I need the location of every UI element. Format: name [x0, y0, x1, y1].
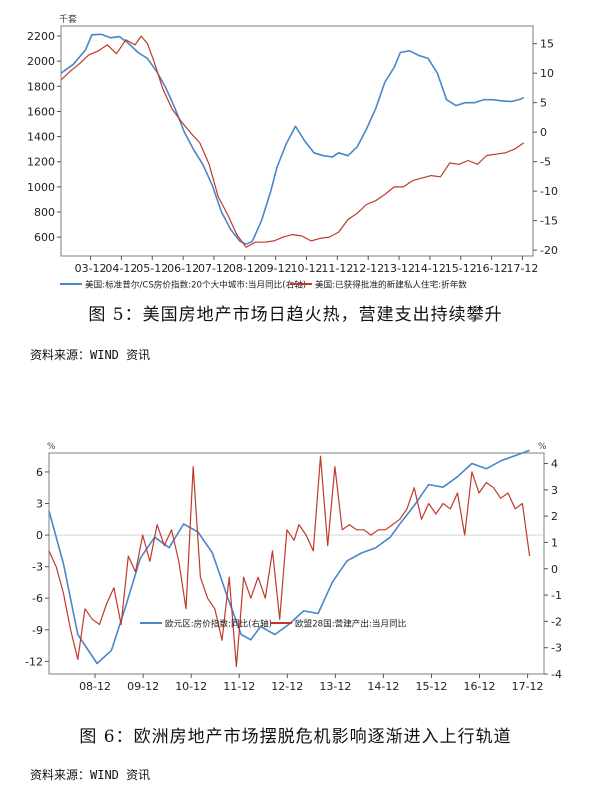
right-axis-tick-label: -15 — [540, 215, 558, 228]
right-axis-tick-label: -10 — [540, 185, 558, 198]
left-axis-tick-label: 1200 — [27, 156, 55, 169]
x-axis-tick-label: 10-12 — [291, 262, 323, 275]
right-axis-tick-label: 3 — [551, 484, 558, 497]
right-axis-tick-label: 0 — [551, 563, 558, 576]
right-axis-tick-label: 1 — [551, 536, 558, 549]
left-axis-tick-label: 1400 — [27, 131, 55, 144]
left-axis-tick-label: 2200 — [27, 30, 55, 43]
series-line-1 — [48, 449, 530, 665]
chart-us-housing: 600 800 1000 1200 1400 1600 1800 2000 2200 -20 -15… — [0, 0, 591, 300]
legend-label-2: 美国:已获得批准的新建私人住宅:折年数 — [315, 279, 467, 291]
x-axis-tick-label: 06-12 — [167, 262, 199, 275]
left-axis-tick-label: 1000 — [27, 181, 55, 194]
x-axis-tick-label: 15-12 — [445, 262, 477, 275]
right-axis-tick-label: -2 — [551, 615, 562, 628]
x-axis-tick-label: 13-12 — [319, 680, 351, 693]
x-axis-tick-label: 16-12 — [476, 262, 508, 275]
figure6-caption: 图 6：欧洲房地产市场摆脱危机影响逐渐进入上行轨道 — [79, 727, 512, 747]
x-axis-tick-label: 14-12 — [367, 680, 399, 693]
left-axis-tick-label: -9 — [32, 624, 43, 637]
series-line-2 — [48, 455, 531, 668]
legend-label-1: 欧元区:房价指数:同比(右轴) — [165, 618, 272, 630]
right-axis-tick-label: 15 — [540, 38, 554, 51]
figure5-caption: 图 5：美国房地产市场日趋火热，营建支出持续攀升 — [88, 305, 503, 325]
x-axis-tick-label: 07-12 — [198, 262, 230, 275]
x-axis-tick-label: 17-12 — [512, 680, 544, 693]
figure6-source: 资料来源：WIND 资讯 — [30, 768, 151, 782]
x-axis-tick-label: 12-12 — [352, 262, 384, 275]
x-axis-tick-label: 08-12 — [79, 680, 111, 693]
x-axis-tick-label: 09-12 — [127, 680, 159, 693]
x-axis-tick-label: 10-12 — [175, 680, 207, 693]
left-axis-tick-label: 0 — [36, 529, 43, 542]
left-axis-tick-label: 3 — [36, 498, 43, 511]
right-axis-tick-label: -3 — [551, 642, 562, 655]
series-line-2 — [60, 35, 525, 248]
right-axis-tick-label: 2 — [551, 510, 558, 523]
right-axis-tick-label: -4 — [551, 668, 562, 681]
left-axis-tick-label: -3 — [32, 561, 43, 574]
x-axis-tick-label: 17-12 — [506, 262, 538, 275]
left-axis-tick-label: -12 — [25, 655, 43, 668]
right-axis-tick-label: -20 — [540, 244, 558, 257]
plot-frame — [48, 452, 545, 675]
left-axis-tick-label: 2000 — [27, 55, 55, 68]
x-axis-tick-label: 04-12 — [105, 262, 137, 275]
right-axis-tick-label: 10 — [540, 67, 554, 80]
series-line-1 — [60, 33, 525, 245]
left-axis-tick-label: 600 — [34, 231, 55, 244]
chart-eu-housing: -12 -9 -6 -3 0 3 6 -4 -3 -2 -1 0 1 2 3 4%% 08-12 09-12 10-… — [0, 395, 591, 695]
left-axis-tick-label: 1800 — [27, 80, 55, 93]
chart2-svg: -12 -9 -6 -3 0 3 6 -4 -3 -2 -1 0 1 2 3 4% % 08-12 09-12 10-… — [25, 442, 562, 693]
right-axis-tick-label: 5 — [540, 97, 547, 110]
x-axis-tick-label: 08-12 — [229, 262, 261, 275]
left-axis-tick-label: 1600 — [27, 105, 55, 118]
x-axis-tick-label: 11-12 — [321, 262, 353, 275]
x-axis-tick-label: 05-12 — [136, 262, 168, 275]
left-axis-tick-label: -6 — [32, 592, 43, 605]
x-axis-tick-label: 09-12 — [260, 262, 292, 275]
left-axis-tick-label: 800 — [34, 206, 55, 219]
x-axis-tick-label: 11-12 — [223, 680, 255, 693]
left-unit-label: 千套 — [59, 13, 77, 25]
right-axis-tick-label: -5 — [540, 156, 551, 169]
legend-label-1: 美国:标准普尔/CS房价指数:20个大中城市:当月同比(右轴) — [85, 279, 306, 291]
chart1-svg: 600 800 1000 1200 1400 1600 1800 2000 2200 -20 -15… — [27, 13, 558, 291]
legend-label-2: 欧盟28国:营建产出:当月同比 — [295, 618, 407, 630]
right-unit-label: % — [538, 442, 547, 452]
left-unit-label: % — [47, 442, 56, 452]
x-axis-tick-label: 15-12 — [415, 680, 447, 693]
x-axis-tick-label: 03-12 — [75, 262, 107, 275]
left-axis-tick-label: 6 — [36, 466, 43, 479]
x-axis-tick-label: 13-12 — [383, 262, 415, 275]
right-axis-tick-label: 0 — [540, 126, 547, 139]
x-axis-tick-label: 14-12 — [414, 262, 446, 275]
figure5-source: 资料来源：WIND 资讯 — [30, 348, 151, 362]
x-axis-tick-label: 12-12 — [271, 680, 303, 693]
x-axis-tick-label: 16-12 — [464, 680, 496, 693]
right-axis-tick-label: -1 — [551, 589, 562, 602]
plot-frame — [60, 25, 534, 257]
right-axis-tick-label: 4 — [551, 458, 558, 471]
